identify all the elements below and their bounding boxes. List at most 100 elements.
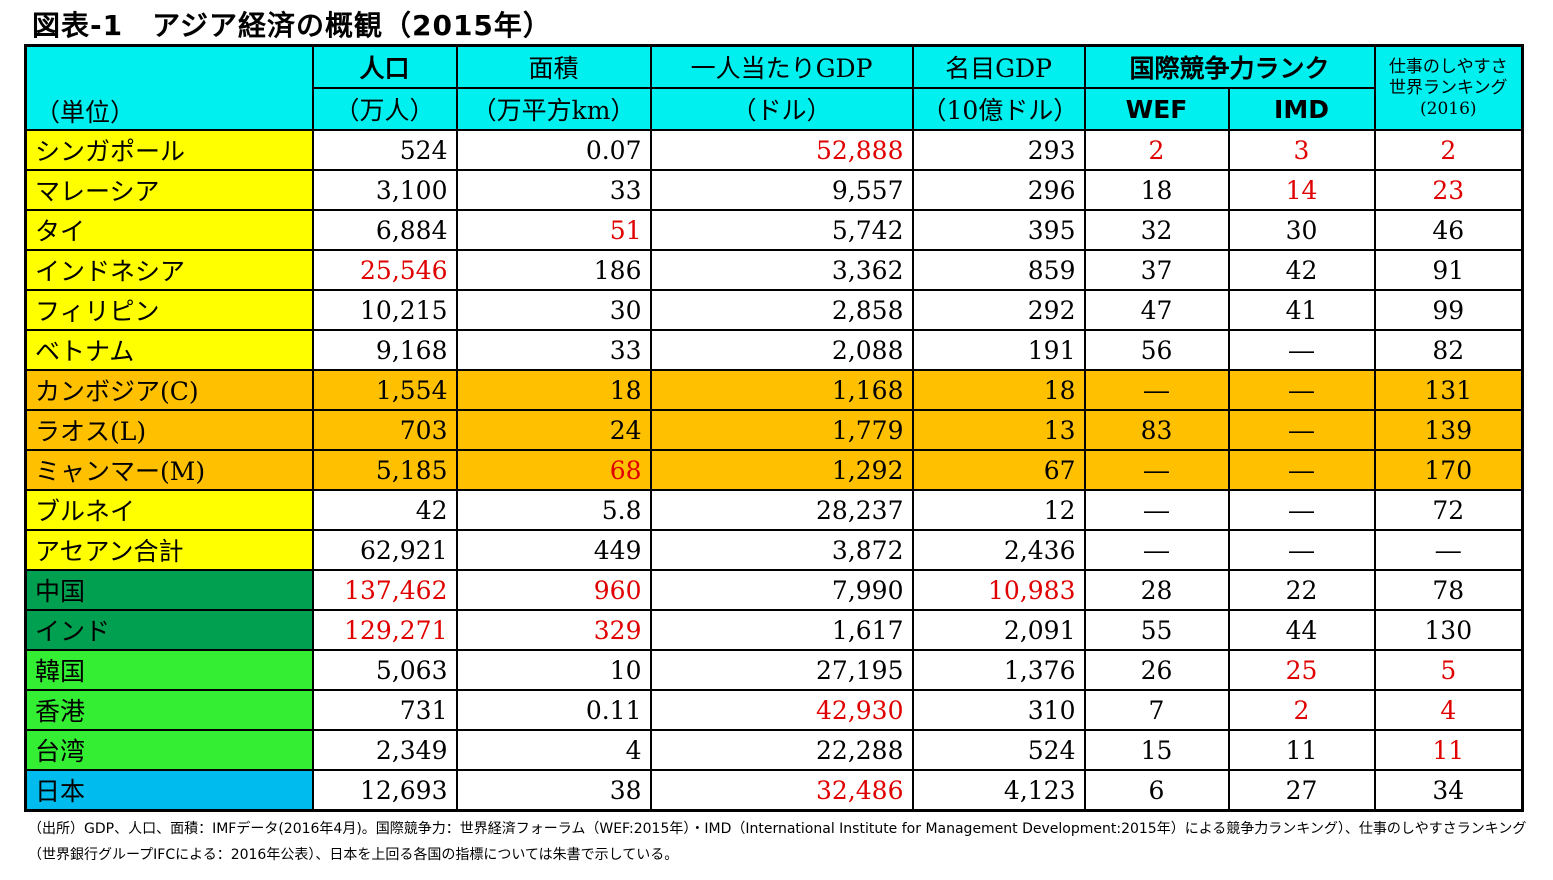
cell-pop: 3,100 (311, 169, 458, 211)
cell-pop: 2,349 (311, 729, 458, 771)
cell-gdp: 859 (911, 249, 1086, 291)
imd-header: IMD (1227, 87, 1376, 131)
cell-area: 329 (455, 609, 652, 651)
cell-biz: 130 (1373, 609, 1524, 651)
country-name: ブルネイ (24, 489, 314, 531)
cell-biz: 23 (1373, 169, 1524, 211)
nominal-gdp-unit: （10億ドル） (911, 87, 1086, 131)
cell-biz: 11 (1373, 729, 1524, 771)
cell-gdp: 4,123 (911, 769, 1086, 812)
cell-gdppc: 32,486 (649, 769, 914, 812)
cell-pop: 137,462 (311, 569, 458, 611)
cell-imd: 22 (1227, 569, 1376, 611)
page-title: 図表-1 アジア経済の概観（2015年） (32, 9, 552, 42)
cell-area: 24 (455, 409, 652, 451)
country-name: ベトナム (24, 329, 314, 371)
cell-imd: 25 (1227, 649, 1376, 691)
table-row: インドネシア 25,546 186 3,362 859 37 42 91 (24, 249, 1524, 291)
nominal-gdp-header: 名目GDP (911, 44, 1086, 89)
cell-imd: ― (1227, 529, 1376, 571)
cell-gdp: 1,376 (911, 649, 1086, 691)
cell-area: 5.8 (455, 489, 652, 531)
wef-header: WEF (1083, 87, 1230, 131)
cell-biz: 170 (1373, 449, 1524, 491)
country-name: フィリピン (24, 289, 314, 331)
country-name: カンボジア(C) (24, 369, 314, 411)
cell-gdp: 13 (911, 409, 1086, 451)
table-row: ベトナム 9,168 33 2,088 191 56 ― 82 (24, 329, 1524, 371)
table-row: シンガポール 524 0.07 52,888 293 2 3 2 (24, 129, 1524, 171)
cell-pop: 12,693 (311, 769, 458, 812)
cell-gdppc: 7,990 (649, 569, 914, 611)
cell-gdp: 10,983 (911, 569, 1086, 611)
cell-wef: 55 (1083, 609, 1230, 651)
cell-wef: 6 (1083, 769, 1230, 812)
table-row: マレーシア 3,100 33 9,557 296 18 14 23 (24, 169, 1524, 211)
cell-biz: 78 (1373, 569, 1524, 611)
cell-gdp: 292 (911, 289, 1086, 331)
cell-pop: 25,546 (311, 249, 458, 291)
cell-gdp: 296 (911, 169, 1086, 211)
cell-gdppc: 28,237 (649, 489, 914, 531)
country-name: 日本 (24, 769, 314, 812)
country-name: タイ (24, 209, 314, 251)
cell-pop: 703 (311, 409, 458, 451)
cell-area: 38 (455, 769, 652, 812)
cell-area: 18 (455, 369, 652, 411)
cell-wef: 18 (1083, 169, 1230, 211)
country-name: マレーシア (24, 169, 314, 211)
cell-area: 51 (455, 209, 652, 251)
cell-wef: 83 (1083, 409, 1230, 451)
cell-imd: ― (1227, 369, 1376, 411)
cell-gdppc: 1,779 (649, 409, 914, 451)
cell-area: 186 (455, 249, 652, 291)
cell-pop: 731 (311, 689, 458, 731)
cell-gdp: 12 (911, 489, 1086, 531)
cell-area: 960 (455, 569, 652, 611)
business-ranking-line2: 世界ランキング (1389, 77, 1508, 98)
cell-imd: ― (1227, 409, 1376, 451)
cell-gdppc: 52,888 (649, 129, 914, 171)
cell-imd: 3 (1227, 129, 1376, 171)
gdp-per-capita-unit: （ドル） (649, 87, 914, 131)
cell-biz: 2 (1373, 129, 1524, 171)
table-body: シンガポール 524 0.07 52,888 293 2 3 2 マレーシア 3,100 33 9,5… (24, 129, 1524, 812)
cell-imd: 42 (1227, 249, 1376, 291)
cell-imd: 30 (1227, 209, 1376, 251)
cell-area: 33 (455, 329, 652, 371)
cell-imd: ― (1227, 489, 1376, 531)
table-row: ラオス(L) 703 24 1,779 13 83 ― 139 (24, 409, 1524, 451)
cell-gdppc: 22,288 (649, 729, 914, 771)
country-name: 台湾 (24, 729, 314, 771)
cell-imd: 11 (1227, 729, 1376, 771)
cell-pop: 6,884 (311, 209, 458, 251)
cell-wef: 28 (1083, 569, 1230, 611)
cell-biz: 131 (1373, 369, 1524, 411)
cell-biz: 72 (1373, 489, 1524, 531)
business-ranking-header: 仕事のしやすさ 世界ランキング (2016) (1373, 44, 1524, 131)
cell-wef: ― (1083, 489, 1230, 531)
cell-gdp: 395 (911, 209, 1086, 251)
cell-wef: ― (1083, 369, 1230, 411)
table-row: 香港 731 0.11 42,930 310 7 2 4 (24, 689, 1524, 731)
gdp-per-capita-header: 一人当たりGDP (649, 44, 914, 89)
table-row: フィリピン 10,215 30 2,858 292 47 41 99 (24, 289, 1524, 331)
cell-pop: 62,921 (311, 529, 458, 571)
cell-gdppc: 3,872 (649, 529, 914, 571)
source-note: （出所）GDP、人口、面積：IMFデータ(2016年4月)。国際競争力：世界経済… (28, 821, 1527, 863)
cell-wef: 37 (1083, 249, 1230, 291)
cell-area: 33 (455, 169, 652, 211)
cell-imd: ― (1227, 329, 1376, 371)
cell-imd: ― (1227, 449, 1376, 491)
cell-gdppc: 1,292 (649, 449, 914, 491)
table-row: ミャンマー(M) 5,185 68 1,292 67 ― ― 170 (24, 449, 1524, 491)
competitiveness-header: 国際競争力ランク (1083, 44, 1376, 89)
cell-gdppc: 2,858 (649, 289, 914, 331)
cell-biz: 34 (1373, 769, 1524, 812)
cell-biz: 99 (1373, 289, 1524, 331)
cell-gdppc: 42,930 (649, 689, 914, 731)
cell-gdppc: 1,168 (649, 369, 914, 411)
population-header: 人口 (311, 44, 458, 89)
cell-pop: 5,063 (311, 649, 458, 691)
cell-area: 0.11 (455, 689, 652, 731)
